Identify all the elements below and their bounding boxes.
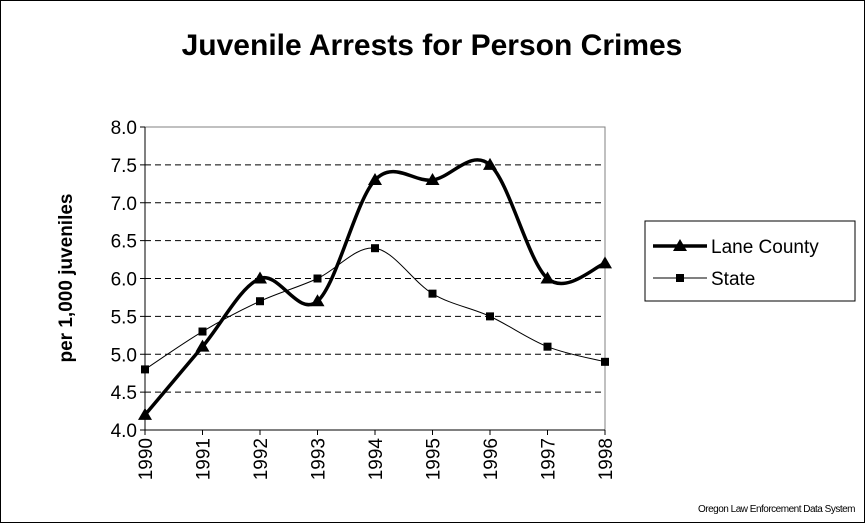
x-tick-label: 1991 bbox=[194, 438, 215, 480]
y-tick-label: 7.5 bbox=[111, 156, 137, 177]
y-axis-label: per 1,000 juveniles bbox=[56, 194, 77, 363]
chart-title: Juvenile Arrests for Person Crimes bbox=[182, 29, 683, 62]
data-point bbox=[543, 342, 552, 351]
y-tick-label: 8.0 bbox=[111, 118, 137, 139]
legend-box bbox=[644, 220, 856, 302]
y-tick-label: 5.0 bbox=[111, 345, 137, 366]
data-point bbox=[425, 173, 440, 186]
x-tick-label: 1992 bbox=[251, 438, 272, 480]
data-point bbox=[256, 297, 264, 306]
x-tick-label: 1993 bbox=[309, 438, 330, 480]
data-point bbox=[198, 327, 207, 336]
legend-label: Lane County bbox=[711, 237, 819, 258]
y-tick-label: 4.5 bbox=[111, 383, 137, 404]
data-point bbox=[253, 271, 267, 284]
x-tick-label: 1990 bbox=[136, 438, 157, 480]
y-tick-label: 4.0 bbox=[111, 421, 137, 442]
legend-marker bbox=[673, 239, 687, 251]
data-point bbox=[313, 274, 322, 283]
data-point bbox=[138, 407, 152, 420]
legend-label: State bbox=[711, 269, 755, 290]
x-tick-label: 1997 bbox=[539, 438, 560, 480]
data-point bbox=[598, 256, 612, 269]
data-point bbox=[371, 244, 379, 253]
data-point bbox=[540, 271, 555, 284]
data-point bbox=[195, 339, 210, 352]
y-tick-label: 5.5 bbox=[111, 307, 137, 328]
data-point bbox=[368, 173, 382, 186]
source-note: Oregon Law Enforcement Data System bbox=[698, 504, 855, 515]
y-tick-label: 6.0 bbox=[111, 270, 137, 291]
y-tick-label: 7.0 bbox=[111, 194, 137, 215]
data-point bbox=[141, 365, 149, 374]
data-point bbox=[310, 294, 325, 307]
x-tick-label: 1995 bbox=[424, 438, 445, 480]
legend-marker bbox=[676, 274, 684, 282]
data-point bbox=[428, 289, 437, 298]
x-tick-label: 1994 bbox=[366, 438, 387, 481]
data-point bbox=[601, 357, 609, 366]
x-tick-label: 1996 bbox=[481, 438, 502, 480]
data-point bbox=[486, 312, 494, 321]
x-tick-label: 1998 bbox=[596, 438, 617, 480]
y-tick-label: 6.5 bbox=[111, 232, 137, 253]
data-point bbox=[483, 157, 497, 170]
